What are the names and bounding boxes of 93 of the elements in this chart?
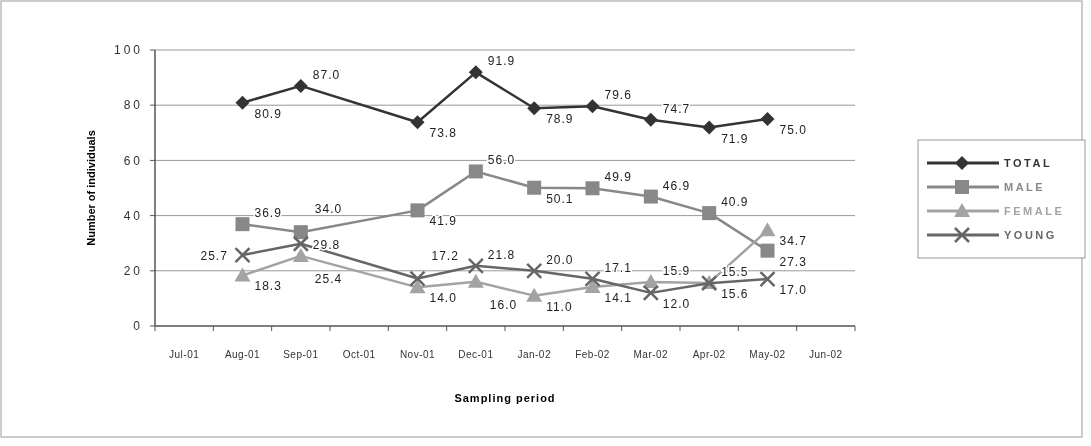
data-label: 75.0 bbox=[779, 123, 807, 137]
data-label: 34.7 bbox=[779, 234, 807, 249]
text: MALE bbox=[1004, 180, 1046, 193]
data-label: 12.0 bbox=[662, 296, 691, 311]
y-tick-label: 60 bbox=[123, 153, 143, 168]
data-label: 87.0 bbox=[312, 67, 341, 82]
data-label: 15.9 bbox=[662, 264, 691, 279]
point bbox=[527, 101, 542, 116]
data-label: 25.7 bbox=[200, 249, 228, 264]
data-label: 71.9 bbox=[721, 131, 749, 146]
data-label: 50.1 bbox=[546, 191, 574, 206]
data-label: 14.0 bbox=[429, 291, 457, 306]
point bbox=[293, 225, 308, 240]
point bbox=[702, 206, 717, 221]
x-axis-title: Sampling period bbox=[454, 392, 556, 404]
point bbox=[409, 279, 426, 294]
data-label: 20.0 bbox=[546, 252, 574, 267]
data-label: 73.8 bbox=[429, 126, 457, 141]
x-tick-label: Nov-01 bbox=[399, 349, 436, 360]
x-tick-label: Oct-01 bbox=[342, 349, 376, 360]
x-tick-label: Aug-01 bbox=[224, 349, 261, 360]
y-tick-label: 80 bbox=[123, 98, 143, 113]
point bbox=[410, 115, 425, 130]
data-label: 79.6 bbox=[604, 88, 632, 103]
y-tick-label: 20 bbox=[123, 264, 143, 278]
text: TOTAL bbox=[1004, 156, 1053, 169]
data-label: 16.0 bbox=[489, 297, 518, 312]
point bbox=[584, 270, 601, 288]
data-label: 18.3 bbox=[254, 279, 282, 294]
y-axis-title: Number of individuals bbox=[85, 130, 97, 246]
x-tick-label: Jan-02 bbox=[517, 349, 551, 360]
point bbox=[467, 273, 484, 288]
data-label: 27.3 bbox=[779, 254, 807, 269]
point bbox=[468, 65, 483, 80]
x-tick-label: Jun-02 bbox=[809, 349, 843, 360]
x-tick-label: May-02 bbox=[749, 349, 786, 360]
data-label: 46.9 bbox=[662, 178, 691, 193]
point bbox=[643, 189, 658, 204]
data-label: 25.4 bbox=[314, 271, 343, 286]
data-label: 80.9 bbox=[254, 106, 282, 121]
point bbox=[234, 267, 251, 282]
x-tick-label: Feb-02 bbox=[575, 349, 610, 360]
point bbox=[293, 78, 308, 93]
y-tick-label: 0 bbox=[133, 319, 143, 334]
point bbox=[642, 284, 660, 302]
data-label: 78.9 bbox=[546, 112, 574, 127]
text: YOUNG bbox=[1004, 228, 1057, 241]
data-label: 17.1 bbox=[604, 260, 632, 275]
data-label: 41.9 bbox=[429, 214, 457, 229]
point bbox=[702, 120, 717, 135]
data-label: 14.1 bbox=[604, 291, 632, 306]
point bbox=[759, 270, 776, 288]
point bbox=[292, 235, 310, 252]
point bbox=[292, 247, 309, 262]
data-label: 17.2 bbox=[431, 248, 459, 263]
data-label: 91.9 bbox=[487, 54, 516, 69]
point bbox=[235, 95, 250, 110]
point bbox=[526, 287, 543, 302]
data-label: 29.8 bbox=[312, 237, 341, 252]
data-label: 15.5 bbox=[721, 265, 749, 280]
x-tick-label: Jul-01 bbox=[169, 349, 200, 360]
data-label: 74.7 bbox=[662, 101, 691, 116]
data-label: 21.8 bbox=[487, 247, 516, 262]
point bbox=[234, 246, 251, 264]
point bbox=[585, 99, 600, 114]
point bbox=[525, 262, 543, 280]
y-tick-label: 40 bbox=[123, 208, 143, 223]
point bbox=[759, 222, 776, 237]
x-tick-label: Mar-02 bbox=[633, 349, 669, 360]
point bbox=[410, 203, 425, 218]
point bbox=[584, 279, 601, 294]
data-label: 40.9 bbox=[721, 195, 749, 210]
data-label: 17.0 bbox=[779, 283, 807, 298]
x-tick-label: Sep-01 bbox=[283, 349, 319, 360]
data-label: 49.9 bbox=[604, 170, 632, 185]
point bbox=[760, 243, 775, 258]
point bbox=[760, 112, 775, 126]
point bbox=[527, 180, 542, 195]
point bbox=[409, 270, 426, 287]
point bbox=[468, 164, 483, 179]
data-label: 34.0 bbox=[314, 202, 343, 217]
point bbox=[643, 112, 658, 127]
point bbox=[235, 217, 250, 232]
data-label: 11.0 bbox=[546, 299, 573, 314]
x-tick-label: Apr-02 bbox=[692, 349, 726, 360]
data-label: 15.6 bbox=[721, 286, 749, 301]
data-label: 56.0 bbox=[487, 153, 516, 168]
y-tick-label: 100 bbox=[113, 43, 143, 58]
data-label: 36.9 bbox=[254, 206, 282, 221]
text: FEMALE bbox=[1004, 204, 1065, 217]
point bbox=[585, 181, 600, 196]
point bbox=[467, 257, 485, 275]
x-tick-label: Dec-01 bbox=[458, 349, 494, 360]
